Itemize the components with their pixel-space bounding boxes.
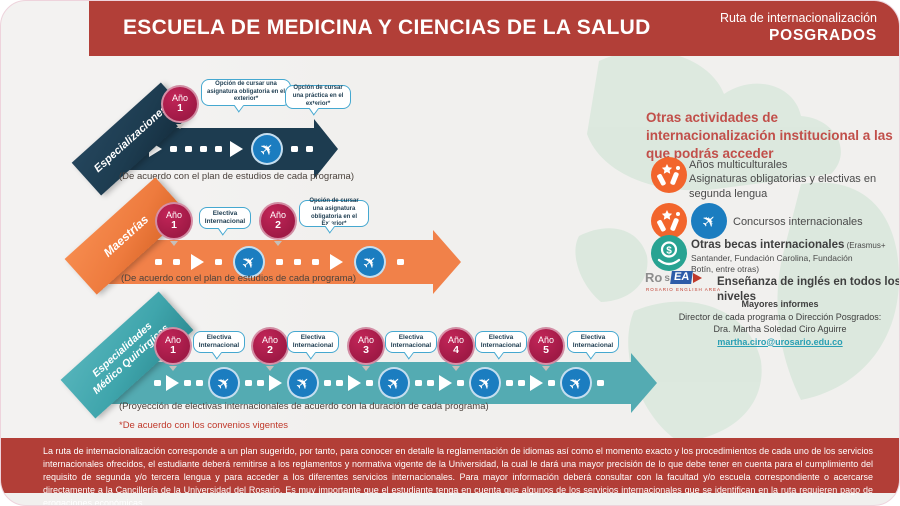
arrow-triangle bbox=[348, 375, 361, 391]
arrow-dash bbox=[291, 146, 298, 152]
speech-bubble: Opción de cursar una asignatura obligato… bbox=[299, 198, 369, 227]
arrow-dash bbox=[306, 146, 313, 152]
arrow-head bbox=[631, 353, 657, 413]
year-badge: Año 2 bbox=[251, 327, 289, 371]
arrow-dash bbox=[155, 259, 162, 265]
arrow-dash bbox=[518, 380, 525, 386]
activity-item: Concursos internacionales bbox=[733, 216, 863, 228]
footnote: *De acuerdo con los convenios vigentes bbox=[119, 420, 288, 431]
arrow-head bbox=[433, 230, 461, 294]
plane-icon: ✈ bbox=[469, 367, 501, 399]
arrow-dash bbox=[257, 380, 264, 386]
plane-icon: ✈ bbox=[378, 367, 410, 399]
arrow-dash bbox=[215, 259, 222, 265]
svg-text:$: $ bbox=[666, 246, 672, 257]
track-caption: (De acuerdo con el plan de estudios de c… bbox=[119, 171, 355, 182]
arrow-triangle bbox=[166, 375, 179, 391]
plane-icon: ✈ bbox=[287, 367, 319, 399]
header-subtitle: Ruta de internacionalización POSGRADOS bbox=[720, 10, 877, 46]
plane-icon: ✈ bbox=[560, 367, 592, 399]
arrow-dash bbox=[415, 380, 422, 386]
arrow-triangle bbox=[230, 141, 243, 157]
arrow-dash bbox=[184, 380, 191, 386]
arrow-dash bbox=[506, 380, 513, 386]
arrow-dash bbox=[366, 380, 373, 386]
speech-bubble: Electiva Internacional bbox=[193, 331, 245, 353]
arrow-dash bbox=[185, 146, 192, 152]
side-panel-heading: Otras actividades de internacionalizació… bbox=[646, 110, 893, 162]
arrow-dash bbox=[173, 259, 180, 265]
arrow-dash bbox=[245, 380, 252, 386]
arrow-dash bbox=[200, 146, 207, 152]
globe-watermark bbox=[575, 56, 899, 442]
arrow-dash bbox=[312, 259, 319, 265]
year-badge: Año 1 bbox=[154, 327, 192, 371]
speech-bubble: Electiva Internacional bbox=[287, 331, 339, 353]
scholarship-money-icon: $ bbox=[651, 235, 687, 271]
speech-bubble: Electiva Internacional bbox=[567, 331, 619, 353]
contact-line: Dra. Martha Soledad Ciro Aguirre bbox=[713, 324, 847, 335]
arrow-dash bbox=[336, 380, 343, 386]
activity-item: Enseñanza de inglés en todos los niveles bbox=[717, 276, 900, 303]
arrow-dash bbox=[324, 380, 331, 386]
track-caption: (Proyección de electivas internacionales… bbox=[119, 401, 489, 412]
arrow-dash bbox=[196, 380, 203, 386]
header-bar: ESCUELA DE MEDICINA Y CIENCIAS DE LA SAL… bbox=[89, 1, 899, 56]
program-level: POSGRADOS bbox=[769, 27, 877, 45]
speech-bubble: Electiva Internacional bbox=[199, 207, 251, 229]
email-link[interactable]: martha.ciro@urosario.edu.co bbox=[717, 336, 843, 347]
arrow-triangle bbox=[191, 254, 204, 270]
arrow-triangle bbox=[330, 254, 343, 270]
plane-icon: ✈ bbox=[208, 367, 240, 399]
rosea-logo: Ro s EA bbox=[645, 271, 703, 284]
arrow-dash bbox=[170, 146, 177, 152]
timeline-maestrias: ✈ ✈ bbox=[99, 230, 461, 294]
route-tagline: Ruta de internacionalización bbox=[719, 11, 877, 25]
contact-block: Mayores informes Director de cada progra… bbox=[665, 298, 895, 348]
arrow-dash bbox=[597, 380, 604, 386]
year-badge: Año 3 bbox=[347, 327, 385, 371]
plane-icon: ✈ bbox=[354, 246, 386, 278]
timeline-especialidades: ✈ ✈ ✈ ✈ ✈ bbox=[104, 353, 657, 413]
contact-heading: Mayores informes bbox=[741, 299, 819, 309]
arrow-dash bbox=[457, 380, 464, 386]
arrow-triangle bbox=[269, 375, 282, 391]
track-caption: (De acuerdo con el plan de estudios de c… bbox=[121, 273, 357, 284]
year-badge: Año 5 bbox=[527, 327, 565, 371]
rosea-logo-subtext: ROSARIO ENGLISH AREA bbox=[646, 287, 722, 292]
year-badge: Año 2 bbox=[259, 202, 297, 246]
rosea-arrow-icon bbox=[693, 273, 703, 283]
speech-bubble: Electiva Internacional bbox=[475, 331, 527, 353]
arrow-dash bbox=[215, 146, 222, 152]
arrow-dash bbox=[548, 380, 555, 386]
arrow-dash bbox=[154, 380, 161, 386]
arrow-triangle bbox=[530, 375, 543, 391]
footer-bar: La ruta de internacionalización correspo… bbox=[1, 438, 899, 505]
multicultural-icon bbox=[651, 203, 687, 239]
year-badge: Año 1 bbox=[155, 202, 193, 246]
multicultural-icon bbox=[651, 157, 687, 193]
arrow-triangle bbox=[439, 375, 452, 391]
year-badge: Año 4 bbox=[437, 327, 475, 371]
footer-disclaimer: La ruta de internacionalización correspo… bbox=[43, 446, 873, 506]
arrow-dash bbox=[397, 259, 404, 265]
plane-icon: ✈ bbox=[251, 133, 283, 165]
page-title: ESCUELA DE MEDICINA Y CIENCIAS DE LA SAL… bbox=[123, 16, 651, 39]
speech-bubble: Opción de cursar una práctica en el exte… bbox=[285, 85, 351, 109]
airplane-badge-icon: ✈ bbox=[691, 203, 727, 239]
arrow-dash bbox=[294, 259, 301, 265]
year-badge: Año 1 bbox=[161, 85, 199, 129]
arrow-head bbox=[314, 119, 338, 179]
activity-item: Otras becas internacionales (Erasmus+ Sa… bbox=[691, 239, 886, 274]
activity-item: Años multiculturales Asignaturas obligat… bbox=[689, 159, 877, 200]
plane-icon: ✈ bbox=[233, 246, 265, 278]
arrow-dash bbox=[427, 380, 434, 386]
contact-line: Director de cada programa o Dirección Po… bbox=[678, 311, 882, 322]
speech-bubble: Opción de cursar una asignatura obligato… bbox=[201, 79, 291, 106]
arrow-dash bbox=[276, 259, 283, 265]
speech-bubble: Electiva Internacional bbox=[385, 331, 437, 353]
